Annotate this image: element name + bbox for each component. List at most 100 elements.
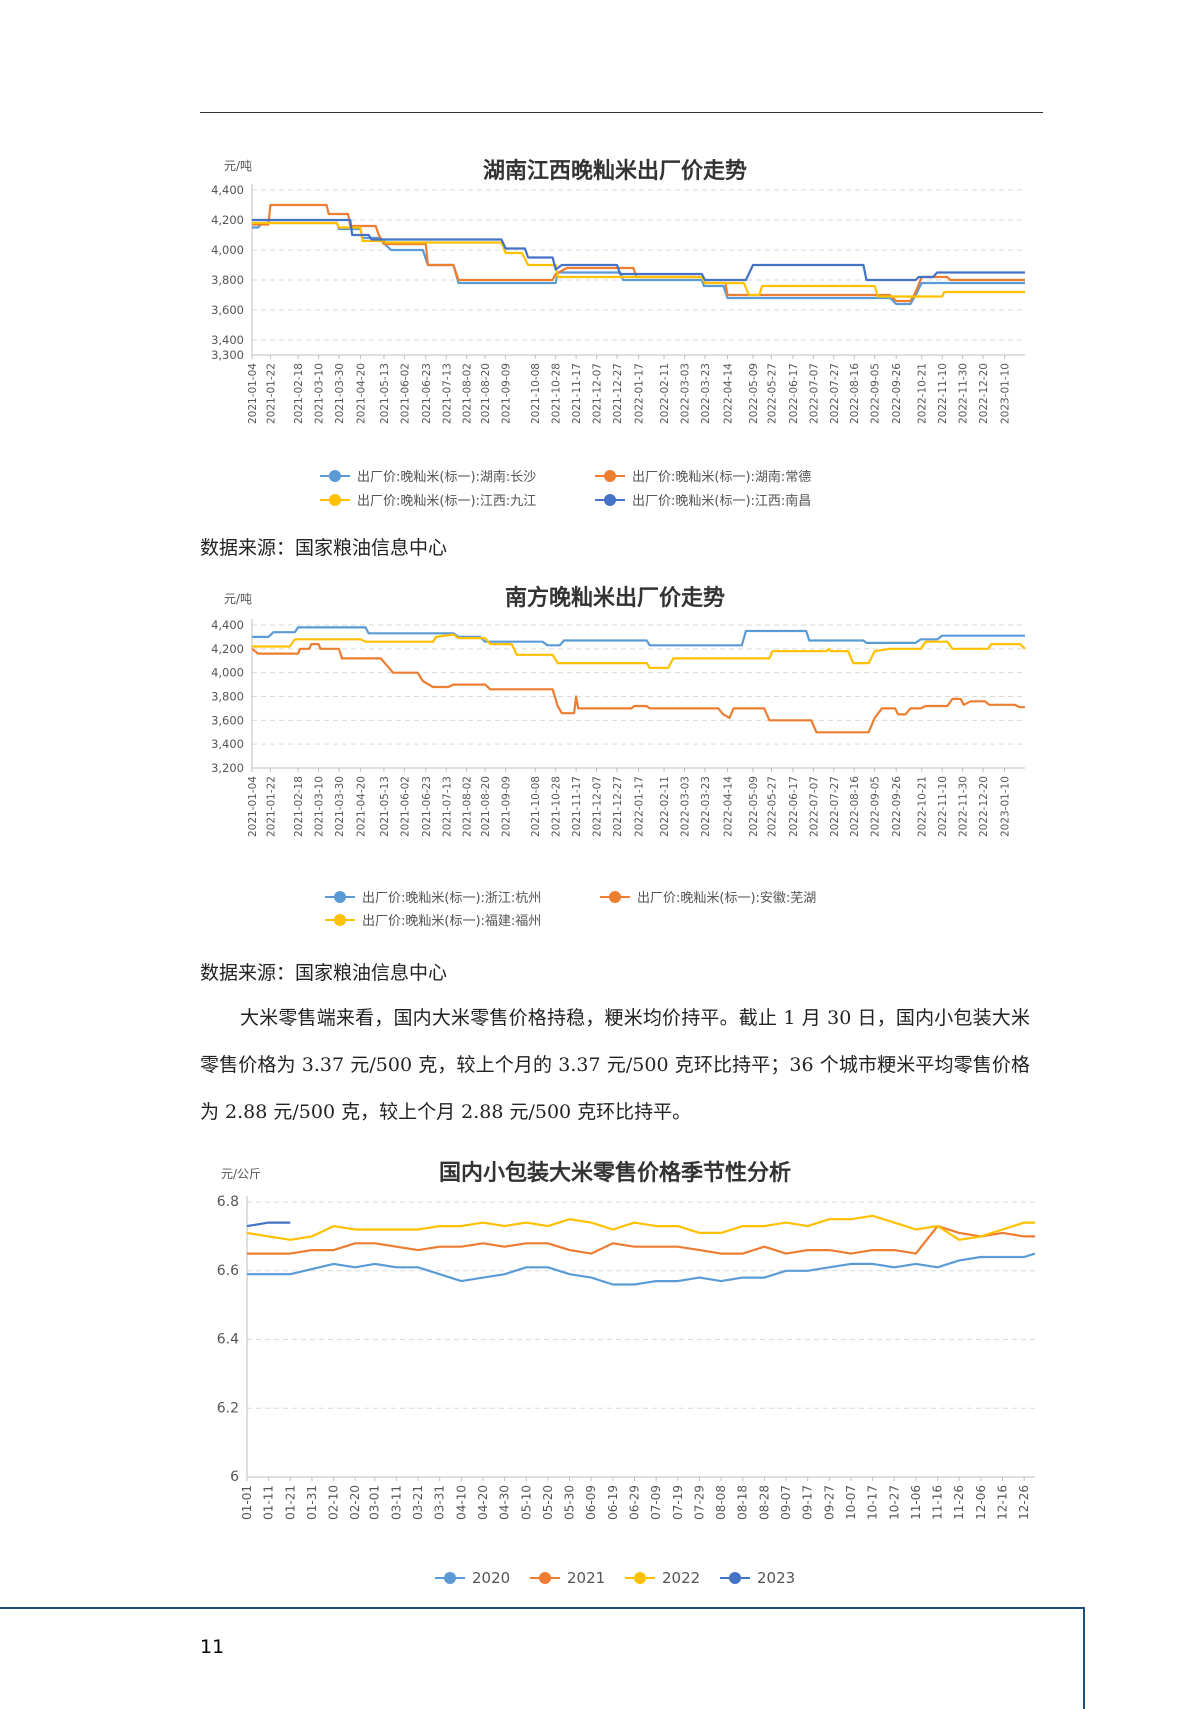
- x-tick-label: 2021-01-04: [247, 776, 259, 837]
- x-tick-label: 2021-12-07: [592, 776, 604, 837]
- x-tick-label: 2021-11-17: [571, 363, 583, 424]
- legend-label: 2023: [757, 1569, 795, 1587]
- y-tick-label: 6: [230, 1469, 239, 1485]
- x-tick-label: 2021-03-30: [334, 363, 346, 424]
- x-tick-label: 11-16: [931, 1485, 945, 1520]
- x-tick-label: 04-20: [476, 1485, 490, 1520]
- footer-frame: [0, 1607, 1085, 1709]
- x-tick-label: 2022-09-05: [870, 776, 882, 837]
- legend-swatch-dot: [334, 914, 346, 926]
- x-tick-label: 05-10: [519, 1485, 533, 1520]
- legend-swatch-dot: [604, 470, 616, 482]
- legend-item-3: 2023: [720, 1569, 795, 1587]
- x-tick-label: 2022-07-07: [808, 776, 820, 837]
- x-tick-label: 2021-10-08: [530, 776, 542, 837]
- x-tick-label: 2022-05-09: [748, 363, 760, 424]
- legend-label: 出厂价:晚籼米(标一):湖南:长沙: [357, 469, 536, 485]
- x-tick-label: 2022-03-03: [680, 363, 692, 424]
- y-tick-label: 4,200: [211, 213, 244, 227]
- x-tick-label: 06-29: [628, 1485, 642, 1520]
- series-line-0: [252, 221, 1025, 306]
- y-tick-label: 4,400: [211, 183, 244, 197]
- x-tick-label: 2021-04-20: [355, 363, 367, 424]
- x-tick-label: 2021-04-20: [355, 776, 367, 837]
- x-tick-label: 12-26: [1017, 1485, 1031, 1520]
- legend-label: 出厂价:晚籼米(标一):安徽:芜湖: [637, 891, 816, 906]
- x-tick-label: 06-19: [606, 1485, 620, 1520]
- x-tick-label: 2022-06-17: [788, 363, 800, 424]
- legend-swatch-dot: [609, 891, 621, 903]
- x-tick-label: 2022-03-03: [680, 776, 692, 837]
- x-tick-label: 2021-08-20: [480, 776, 492, 837]
- x-tick-label: 2021-06-23: [421, 776, 433, 837]
- x-tick-label: 2022-09-26: [891, 776, 903, 837]
- x-tick-label: 10-17: [866, 1485, 880, 1520]
- x-tick-label: 2022-07-07: [808, 363, 820, 424]
- series-line-1: [251, 643, 1025, 734]
- legend-item-1: 2021: [530, 1569, 605, 1587]
- legend-label: 2021: [567, 1569, 605, 1587]
- x-tick-label: 2021-10-28: [551, 363, 563, 424]
- series-line-3: [252, 218, 1025, 282]
- x-tick-label: 01-21: [283, 1485, 297, 1520]
- y-tick-label: 3,800: [211, 273, 244, 287]
- page-number: 11: [200, 1636, 225, 1658]
- x-tick-label: 2022-05-27: [766, 363, 778, 424]
- y-tick-label: 6.6: [217, 1263, 239, 1279]
- y-tick-label: 3,300: [211, 348, 244, 362]
- x-tick-label: 2022-10-21: [917, 776, 929, 837]
- x-tick-label: 2022-01-17: [634, 363, 646, 424]
- x-tick-label: 2021-09-09: [501, 776, 513, 837]
- paragraph-text: 大米零售端来看，国内大米零售价格持稳，粳米均价持平。截止 1 月 30 日，国内…: [200, 1007, 1030, 1123]
- y-tick-label: 3,400: [211, 333, 244, 347]
- series-line-1: [247, 1225, 1035, 1255]
- x-tick-label: 2021-09-09: [501, 363, 513, 424]
- x-tick-label: 10-07: [844, 1485, 858, 1520]
- x-tick-label: 2022-02-11: [659, 363, 671, 424]
- legend-swatch-dot: [329, 494, 341, 506]
- chart-title: 湖南江西晚籼米出厂价走势: [483, 158, 747, 184]
- legend-item-2: 出厂价:晚籼米(标一):江西:九江: [320, 494, 536, 509]
- x-tick-label: 09-17: [801, 1485, 815, 1520]
- x-tick-label: 2021-10-08: [530, 363, 542, 424]
- x-tick-label: 03-21: [411, 1485, 425, 1520]
- x-tick-label: 2022-03-23: [700, 776, 712, 837]
- y-tick-label: 4,200: [211, 642, 244, 656]
- x-tick-label: 2021-01-22: [265, 363, 277, 424]
- x-tick-label: 2021-12-07: [592, 363, 604, 424]
- chart-title: 国内小包装大米零售价格季节性分析: [439, 1160, 791, 1186]
- legend-item-0: 出厂价:晚籼米(标一):浙江:杭州: [325, 891, 541, 906]
- x-tick-label: 04-30: [498, 1485, 512, 1520]
- y-tick-label: 6.2: [217, 1400, 239, 1416]
- x-tick-label: 2022-05-09: [748, 776, 760, 837]
- legend-item-2: 出厂价:晚籼米(标一):福建:福州: [325, 914, 541, 929]
- x-tick-label: 2021-05-13: [379, 776, 391, 837]
- x-tick-label: 2021-03-10: [313, 363, 325, 424]
- y-tick-label: 6.8: [217, 1194, 239, 1210]
- x-tick-label: 05-30: [563, 1485, 577, 1520]
- x-tick-label: 2022-11-10: [937, 776, 949, 837]
- x-tick-label: 2023-01-10: [1000, 776, 1012, 837]
- x-tick-label: 2022-10-21: [917, 363, 929, 424]
- x-tick-label: 2022-09-05: [870, 363, 882, 424]
- x-tick-label: 2022-12-20: [978, 776, 990, 837]
- x-tick-label: 2022-11-30: [958, 776, 970, 837]
- y-tick-label: 3,600: [211, 303, 244, 317]
- x-tick-label: 03-31: [433, 1485, 447, 1520]
- x-tick-label: 2021-06-02: [399, 363, 411, 424]
- x-tick-label: 2021-12-27: [612, 776, 624, 837]
- x-tick-label: 2021-08-02: [462, 776, 474, 837]
- x-tick-label: 2023-01-10: [1000, 363, 1012, 424]
- series-line-2: [252, 633, 1026, 669]
- chart-title: 南方晚籼米出厂价走势: [505, 585, 725, 611]
- x-tick-label: 2022-06-17: [788, 776, 800, 837]
- x-tick-label: 2022-02-11: [659, 776, 671, 837]
- y-tick-label: 3,800: [211, 690, 244, 704]
- source-note-1: 数据来源：国家粮油信息中心: [200, 537, 448, 559]
- legend-label: 出厂价:晚籼米(标一):浙江:杭州: [362, 891, 541, 906]
- x-tick-label: 07-19: [671, 1485, 685, 1520]
- x-tick-label: 2022-11-10: [937, 363, 949, 424]
- x-tick-label: 2021-01-22: [265, 776, 277, 837]
- x-tick-label: 2021-08-20: [480, 363, 492, 424]
